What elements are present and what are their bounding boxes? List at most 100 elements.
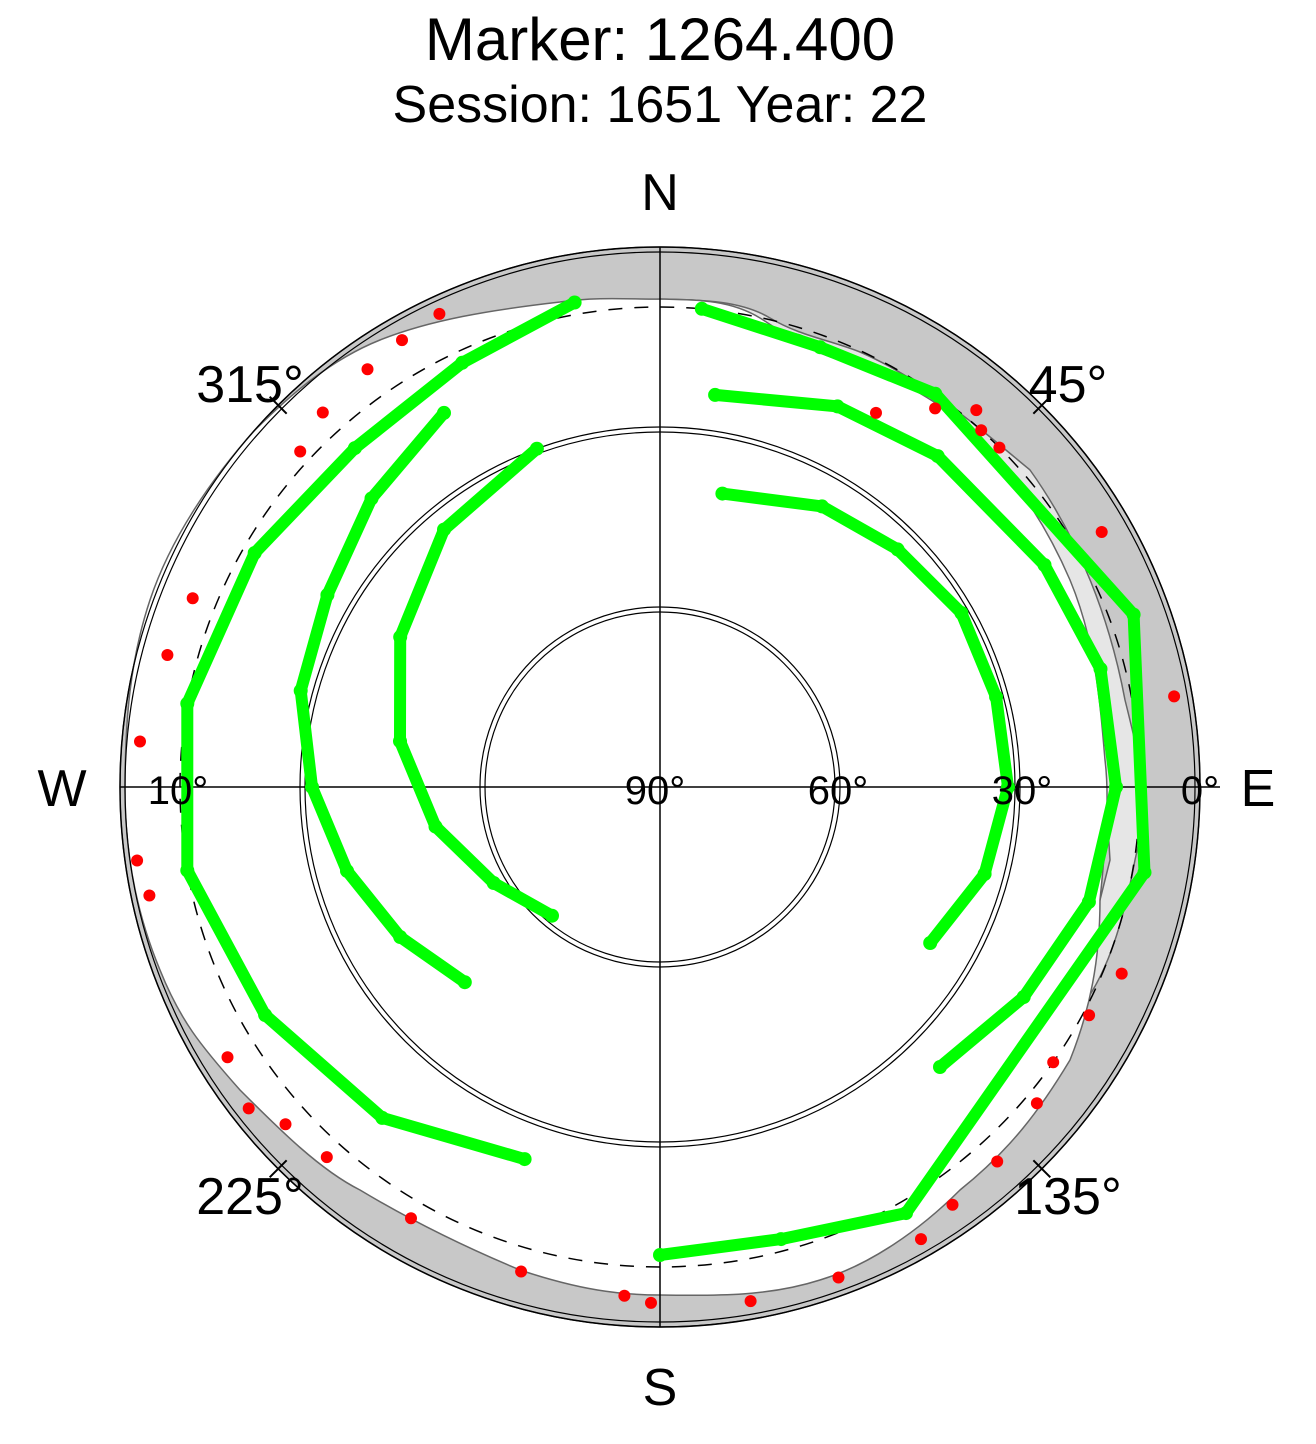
- elevation-label-0: 0°: [1181, 769, 1219, 813]
- low-elevation-point-10: [870, 406, 882, 419]
- track-point-40: [567, 295, 582, 310]
- azimuth-label-135: 135°: [1014, 1168, 1122, 1226]
- track-point-20: [1126, 607, 1141, 622]
- track-point-23: [774, 1232, 789, 1247]
- track-point-42: [347, 441, 362, 456]
- low-elevation-point-16: [221, 1051, 234, 1064]
- track-point-17: [694, 301, 709, 316]
- compass-east: E: [1241, 760, 1276, 818]
- low-elevation-point-11: [929, 402, 942, 415]
- track-point-4: [1093, 662, 1108, 676]
- track-point-30: [340, 863, 354, 878]
- track-point-21: [1137, 865, 1152, 880]
- low-elevation-point-21: [618, 1289, 631, 1302]
- low-elevation-point-31: [1115, 967, 1128, 980]
- track-point-13: [989, 689, 1004, 704]
- track-point-27: [320, 588, 335, 602]
- low-elevation-point-18: [320, 1151, 333, 1164]
- track-point-7: [1016, 990, 1031, 1004]
- low-elevation-point-5: [186, 592, 199, 605]
- track-point-46: [258, 1008, 273, 1022]
- track-point-34: [437, 522, 451, 537]
- compass-west: W: [37, 760, 86, 818]
- satellite-track-1: [716, 487, 1014, 949]
- track-point-29: [305, 780, 319, 794]
- low-elevation-point-24: [832, 1271, 845, 1284]
- low-elevation-point-14: [993, 441, 1006, 454]
- azimuth-label-45: 45°: [1029, 356, 1108, 414]
- track-point-19: [928, 386, 943, 401]
- track-point-6: [1081, 894, 1096, 909]
- track-point-16: [923, 936, 938, 950]
- low-elevation-point-7: [134, 735, 146, 748]
- low-elevation-point-25: [915, 1233, 927, 1246]
- low-elevation-point-3: [396, 334, 408, 347]
- track-point-1: [830, 399, 845, 414]
- chart-subtitle: Session: 1651 Year: 22: [393, 76, 928, 134]
- track-point-44: [180, 696, 195, 711]
- low-elevation-point-23: [744, 1295, 757, 1308]
- visible-sky-region: [124, 297, 1108, 1297]
- track-point-33: [529, 441, 544, 456]
- track-point-8: [933, 1060, 947, 1074]
- track-point-3: [1037, 558, 1052, 572]
- track-point-18: [813, 340, 828, 355]
- track-point-0: [708, 387, 723, 402]
- track-point-11: [890, 542, 905, 557]
- low-elevation-point-15: [242, 1102, 255, 1115]
- low-elevation-point-0: [294, 445, 307, 458]
- azimuth-tick-315: [268, 395, 288, 415]
- track-point-28: [293, 683, 308, 698]
- low-elevation-point-17: [279, 1118, 292, 1131]
- track-point-10: [815, 499, 829, 514]
- low-elevation-point-33: [1095, 526, 1108, 538]
- elevation-points-layer: [180, 295, 1152, 1262]
- track-point-39: [545, 908, 559, 923]
- track-point-47: [375, 1110, 390, 1125]
- low-elevation-point-12: [970, 404, 983, 417]
- track-point-48: [517, 1152, 532, 1167]
- low-elevation-point-13: [975, 424, 988, 437]
- track-point-15: [977, 867, 992, 881]
- low-elevation-point-30: [1083, 1009, 1096, 1022]
- track-point-36: [393, 734, 407, 749]
- low-elevation-point-29: [1047, 1056, 1060, 1069]
- low-elevation-point-32: [1168, 690, 1181, 703]
- elevation-label-60: 60°: [808, 769, 869, 813]
- elevation-label-10: 10°: [148, 769, 209, 813]
- low-elevation-point-28: [1030, 1097, 1043, 1110]
- low-elevation-point-26: [946, 1198, 959, 1211]
- track-point-38: [486, 876, 501, 890]
- compass-south: S: [643, 1359, 678, 1417]
- low-elevation-point-22: [645, 1296, 657, 1309]
- low-elevation-point-20: [515, 1265, 528, 1278]
- track-point-32: [457, 975, 472, 990]
- track-point-43: [247, 546, 262, 560]
- track-point-22: [899, 1206, 913, 1221]
- low-elevation-point-6: [161, 649, 174, 661]
- low-elevation-points-layer: [131, 307, 1181, 1309]
- low-elevation-point-8: [131, 854, 144, 867]
- satellite-track-2: [654, 302, 1151, 1261]
- low-elevation-point-4: [433, 307, 446, 320]
- track-point-31: [393, 930, 408, 944]
- azimuth-tick-135: [1032, 1159, 1052, 1179]
- elevation-label-90: 90°: [625, 769, 686, 813]
- compass-north: N: [641, 164, 679, 222]
- azimuth-label-315: 315°: [196, 356, 304, 414]
- track-point-41: [455, 355, 470, 370]
- track-point-9: [715, 486, 730, 501]
- azimuth-label-225: 225°: [196, 1168, 304, 1226]
- low-elevation-point-19: [405, 1212, 417, 1225]
- track-point-24: [653, 1248, 667, 1262]
- track-point-25: [437, 405, 451, 420]
- track-point-45: [180, 863, 195, 878]
- track-point-37: [428, 819, 443, 834]
- track-point-14: [1001, 780, 1015, 794]
- track-point-12: [954, 606, 969, 620]
- low-elevation-point-1: [316, 406, 329, 419]
- track-point-35: [393, 630, 408, 644]
- track-point-26: [364, 491, 379, 506]
- azimuth-tick-225: [268, 1159, 288, 1179]
- track-point-5: [1109, 780, 1123, 794]
